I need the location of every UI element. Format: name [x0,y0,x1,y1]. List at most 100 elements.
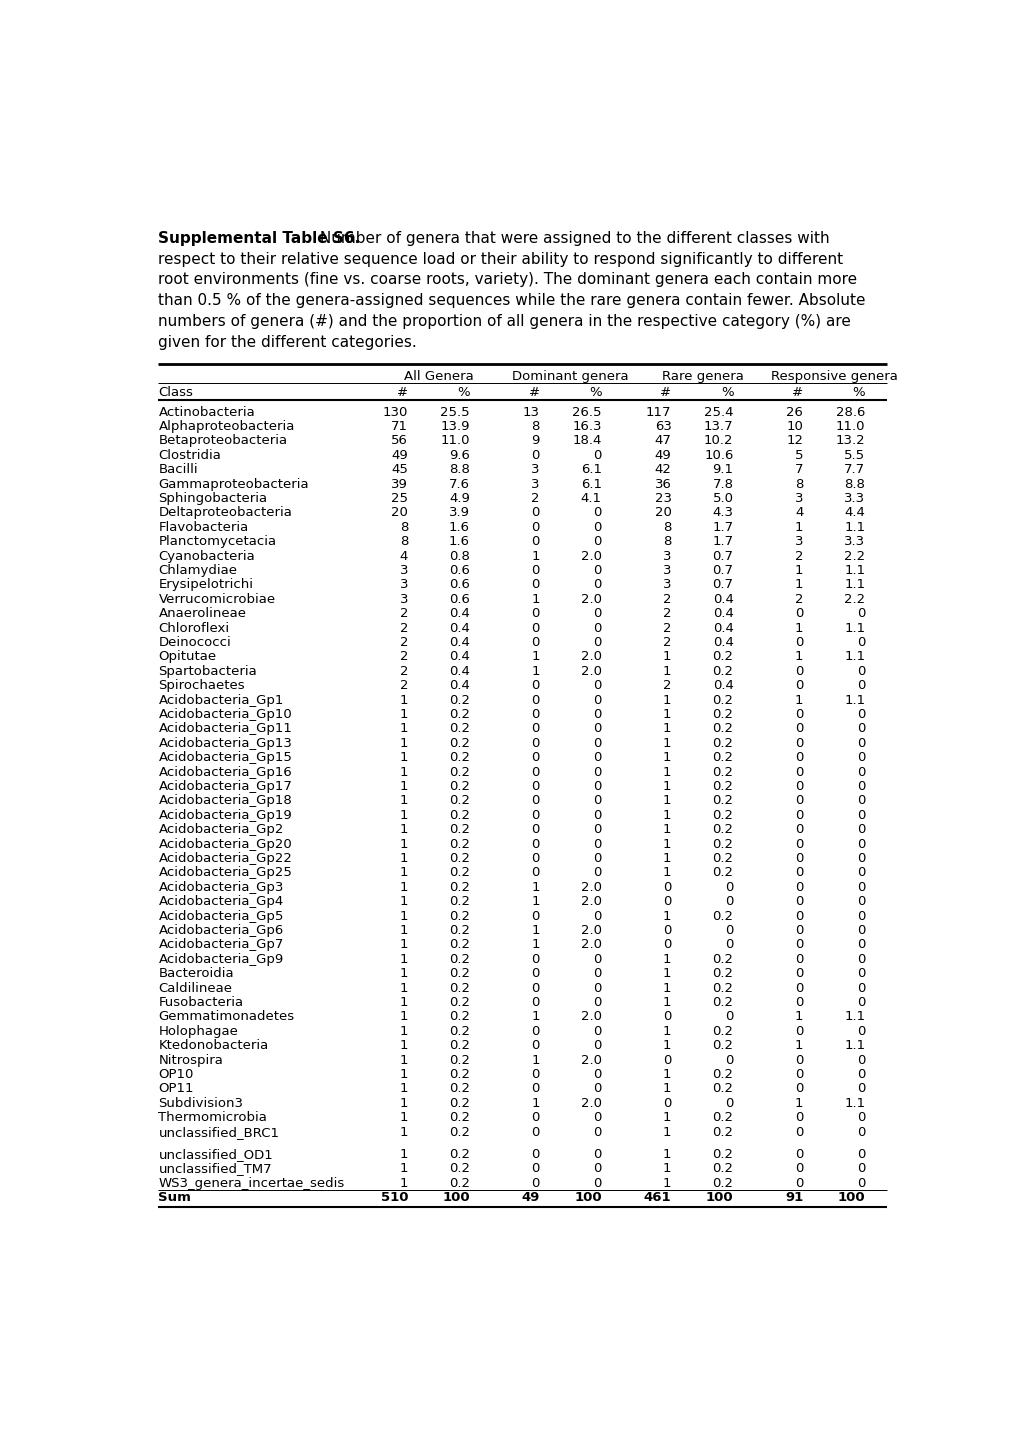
Text: 0: 0 [794,838,803,851]
Text: 1: 1 [399,967,408,980]
Text: 0.2: 0.2 [712,1068,733,1081]
Text: Acidobacteria_Gp17: Acidobacteria_Gp17 [158,781,292,794]
Text: 0: 0 [531,1068,539,1081]
Text: 0: 0 [856,851,864,864]
Text: Fusobacteria: Fusobacteria [158,996,244,1009]
Text: 7.8: 7.8 [712,478,733,491]
Text: Caldilineae: Caldilineae [158,981,232,994]
Text: root environments (fine vs. coarse roots, variety). The dominant genera each con: root environments (fine vs. coarse roots… [158,273,857,287]
Text: Acidobacteria_Gp20: Acidobacteria_Gp20 [158,838,292,851]
Text: 2.2: 2.2 [844,550,864,563]
Text: 0: 0 [593,909,601,922]
Text: 1: 1 [662,665,671,678]
Text: 0.6: 0.6 [448,579,470,592]
Text: 0.4: 0.4 [712,680,733,693]
Text: Opitutae: Opitutae [158,651,216,664]
Text: Cyanobacteria: Cyanobacteria [158,550,255,563]
Text: 28.6: 28.6 [836,405,864,418]
Text: 0.2: 0.2 [712,1176,733,1190]
Text: 0: 0 [593,981,601,994]
Text: 0: 0 [531,449,539,462]
Text: 130: 130 [382,405,408,418]
Text: 0.2: 0.2 [712,952,733,965]
Text: 3: 3 [399,593,408,606]
Text: 0: 0 [531,694,539,707]
Text: 1: 1 [399,1176,408,1190]
Text: 3: 3 [399,564,408,577]
Text: 3: 3 [662,550,671,563]
Text: 0: 0 [531,709,539,722]
Text: 1.1: 1.1 [844,1039,864,1052]
Text: 0.2: 0.2 [448,1111,470,1124]
Text: 0: 0 [856,1082,864,1095]
Text: 100: 100 [837,1190,864,1203]
Text: 0.2: 0.2 [712,824,733,837]
Text: 0: 0 [531,909,539,922]
Text: 0: 0 [794,996,803,1009]
Text: 1.1: 1.1 [844,1097,864,1110]
Text: 0: 0 [593,766,601,779]
Text: 0: 0 [593,838,601,851]
Text: Sum: Sum [158,1190,192,1203]
Text: 0: 0 [794,880,803,893]
Text: given for the different categories.: given for the different categories. [158,335,417,349]
Text: Nitrospira: Nitrospira [158,1053,223,1066]
Text: 0.2: 0.2 [712,795,733,808]
Text: Gammaproteobacteria: Gammaproteobacteria [158,478,309,491]
Text: 0: 0 [856,838,864,851]
Text: 0: 0 [531,752,539,765]
Text: 0: 0 [856,795,864,808]
Text: 0: 0 [794,866,803,879]
Text: 0: 0 [794,810,803,823]
Text: Dominant genera: Dominant genera [512,371,629,384]
Text: 2: 2 [399,680,408,693]
Text: 0: 0 [531,824,539,837]
Text: 63: 63 [654,420,671,433]
Text: Deltaproteobacteria: Deltaproteobacteria [158,506,292,519]
Text: 0: 0 [593,579,601,592]
Text: 0: 0 [593,723,601,736]
Text: 6.1: 6.1 [580,478,601,491]
Text: 0: 0 [531,521,539,534]
Text: 0: 0 [856,665,864,678]
Text: 0: 0 [856,895,864,908]
Text: 0: 0 [794,1111,803,1124]
Text: All Genera: All Genera [404,371,474,384]
Text: 0: 0 [531,795,539,808]
Text: 2: 2 [399,622,408,635]
Text: 0: 0 [725,1097,733,1110]
Text: Planctomycetacia: Planctomycetacia [158,535,276,548]
Text: 0.6: 0.6 [448,564,470,577]
Text: 0: 0 [662,924,671,937]
Text: 0: 0 [856,608,864,620]
Text: 2: 2 [531,492,539,505]
Text: 0.8: 0.8 [448,550,470,563]
Text: 2.2: 2.2 [844,593,864,606]
Text: 1.7: 1.7 [711,521,733,534]
Text: 0.2: 0.2 [712,781,733,794]
Text: 1: 1 [399,810,408,823]
Text: 0: 0 [593,967,601,980]
Text: 3: 3 [662,564,671,577]
Text: 0.2: 0.2 [712,723,733,736]
Text: 0.2: 0.2 [448,694,470,707]
Text: 2: 2 [794,593,803,606]
Text: 1: 1 [662,996,671,1009]
Text: 8: 8 [662,521,671,534]
Text: 0.4: 0.4 [448,622,470,635]
Text: 0: 0 [593,1068,601,1081]
Text: 0.7: 0.7 [712,579,733,592]
Text: 100: 100 [442,1190,470,1203]
Text: 0: 0 [794,636,803,649]
Text: 49: 49 [391,449,408,462]
Text: 0.2: 0.2 [712,1126,733,1139]
Text: 0: 0 [725,1053,733,1066]
Text: 7: 7 [794,463,803,476]
Text: Acidobacteria_Gp4: Acidobacteria_Gp4 [158,895,283,908]
Text: 0: 0 [856,1126,864,1139]
Text: 0.2: 0.2 [448,1010,470,1023]
Text: 2: 2 [399,651,408,664]
Text: 13.2: 13.2 [835,434,864,447]
Text: 0.2: 0.2 [712,737,733,750]
Text: #: # [792,387,803,400]
